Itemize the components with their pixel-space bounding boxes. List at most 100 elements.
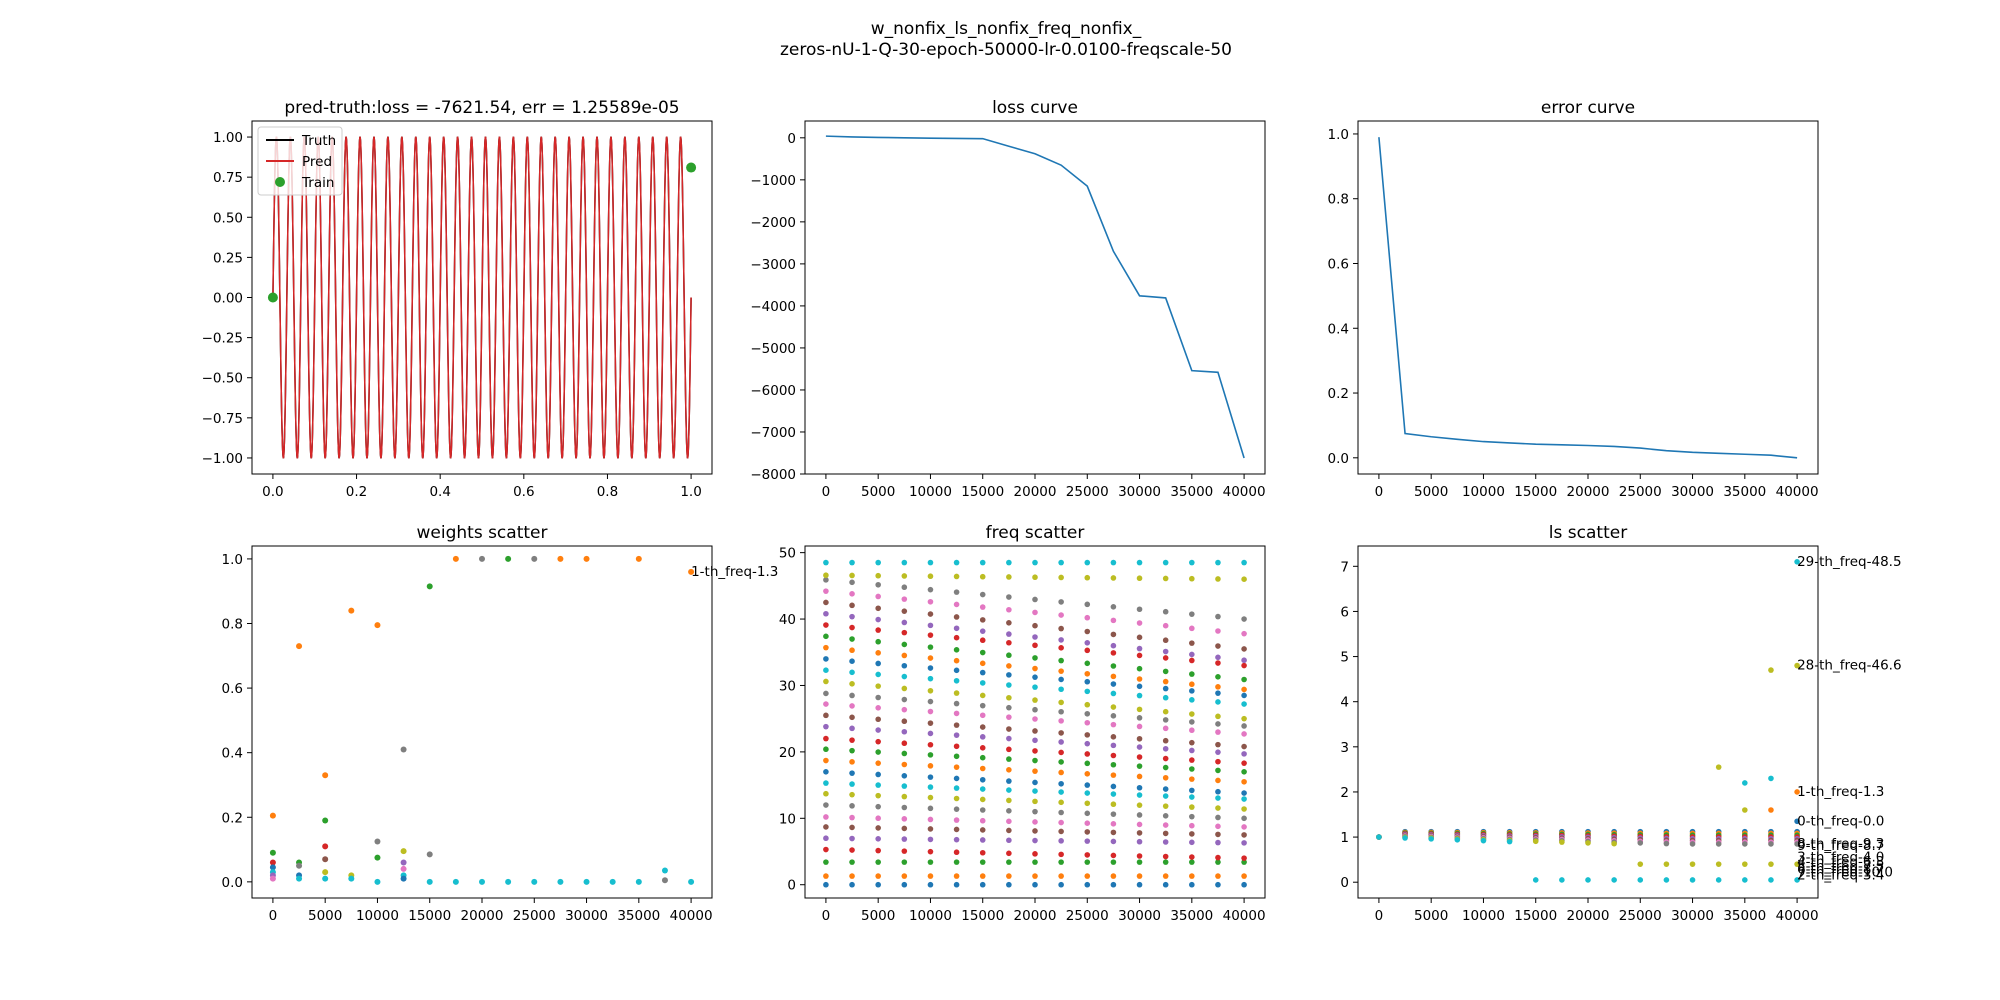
freq-point [1006, 694, 1012, 701]
freq-point [1136, 645, 1143, 652]
freq-point [875, 792, 881, 799]
freq-point [927, 763, 934, 769]
freq-point [979, 724, 986, 730]
freq-point [1189, 681, 1195, 688]
freq-point [901, 740, 908, 747]
freq-point [901, 608, 908, 614]
freq-point [823, 780, 829, 786]
y-tick-label: 0 [787, 131, 796, 147]
legend-pred-label: Pred [302, 154, 332, 170]
pred-line [272, 136, 692, 459]
freq-point [1110, 713, 1117, 719]
subplot-title: error curve [1541, 98, 1635, 118]
freq-point [1032, 728, 1038, 734]
freq-point [1084, 829, 1091, 835]
freq-point [953, 817, 960, 823]
freq-point [1241, 657, 1247, 664]
freq-point [979, 881, 986, 888]
freq-point [1215, 854, 1221, 861]
subplot-1: pred-truth:loss = -7621.54, err = 1.2558… [202, 98, 713, 500]
freq-point [979, 692, 986, 699]
freq-point [1110, 821, 1117, 827]
freq-point [875, 803, 881, 810]
y-tick-label: 0.2 [222, 810, 243, 826]
x-tick-label: 15000 [408, 908, 451, 924]
freq-point [1215, 788, 1221, 795]
freq-point [1006, 682, 1012, 688]
subplot-title: loss curve [992, 98, 1078, 118]
ls-point-outlier [1768, 667, 1774, 673]
freq-point [1084, 771, 1091, 777]
freq-point [849, 613, 855, 620]
freq-point [1136, 735, 1143, 742]
freq-point [927, 881, 934, 888]
y-tick-label: 1.0 [222, 552, 243, 568]
freq-point [1215, 729, 1221, 735]
freq-point [1006, 859, 1012, 865]
ls-annotation: 5-th_freq-7.5 [1797, 858, 1884, 874]
freq-point [1058, 637, 1064, 643]
freq-point [927, 752, 934, 758]
freq-point [1084, 688, 1091, 695]
x-tick-label: 35000 [1723, 908, 1766, 924]
ls-point [1794, 877, 1800, 883]
y-tick-label: −5000 [750, 341, 796, 357]
x-tick-label: 0.4 [429, 484, 450, 500]
freq-point [927, 586, 934, 593]
weight-point [426, 851, 433, 858]
freq-point [1006, 797, 1012, 804]
freq-point [979, 776, 986, 783]
freq-point [849, 814, 855, 821]
weight-point [661, 867, 668, 874]
freq-point [1032, 748, 1038, 754]
freq-point [1058, 769, 1064, 776]
freq-point [1032, 837, 1038, 844]
freq-point [1006, 639, 1012, 646]
freq-point [1058, 851, 1064, 858]
ls-point-outlier [1768, 807, 1774, 813]
freq-point [849, 681, 855, 687]
freq-point [1058, 625, 1064, 632]
freq-point [927, 816, 934, 823]
freq-point [979, 817, 986, 824]
freq-point [953, 677, 960, 684]
freq-point [1032, 828, 1038, 834]
y-tick-label: 7 [1340, 559, 1349, 575]
freq-point [927, 774, 934, 780]
freq-point [1110, 838, 1117, 845]
freq-point [875, 782, 881, 788]
freq-point [1162, 648, 1169, 655]
freq-point [1136, 802, 1143, 808]
y-tick-label: 6 [1340, 604, 1349, 620]
freq-point [823, 572, 829, 579]
weight-point [400, 859, 407, 866]
freq-point [823, 735, 829, 742]
freq-point [1136, 620, 1143, 626]
weight-point [269, 812, 276, 819]
ls-point [1506, 838, 1513, 845]
freq-point [1058, 599, 1064, 605]
freq-point [901, 873, 908, 879]
x-tick-label: 20000 [1014, 484, 1057, 500]
freq-point [1084, 660, 1091, 667]
y-tick-label: 0 [787, 878, 796, 894]
freq-point [1162, 694, 1169, 701]
freq-point [979, 712, 986, 719]
freq-point [1006, 767, 1012, 773]
freq-point [953, 873, 960, 879]
freq-point [1110, 801, 1117, 808]
freq-point [927, 598, 934, 605]
freq-point [1136, 773, 1143, 780]
freq-point [1006, 808, 1012, 814]
freq-point [823, 678, 829, 685]
freq-point [1189, 787, 1195, 794]
x-tick-label: 15000 [1514, 908, 1557, 924]
freq-point [1032, 808, 1038, 815]
freq-point [1006, 827, 1012, 834]
freq-point [875, 581, 881, 588]
loss-curve-line [825, 135, 1245, 459]
y-tick-label: 0.2 [1328, 386, 1349, 402]
ls-point-outlier [1715, 764, 1722, 770]
freq-point [1006, 704, 1012, 711]
freq-point [1162, 575, 1169, 582]
